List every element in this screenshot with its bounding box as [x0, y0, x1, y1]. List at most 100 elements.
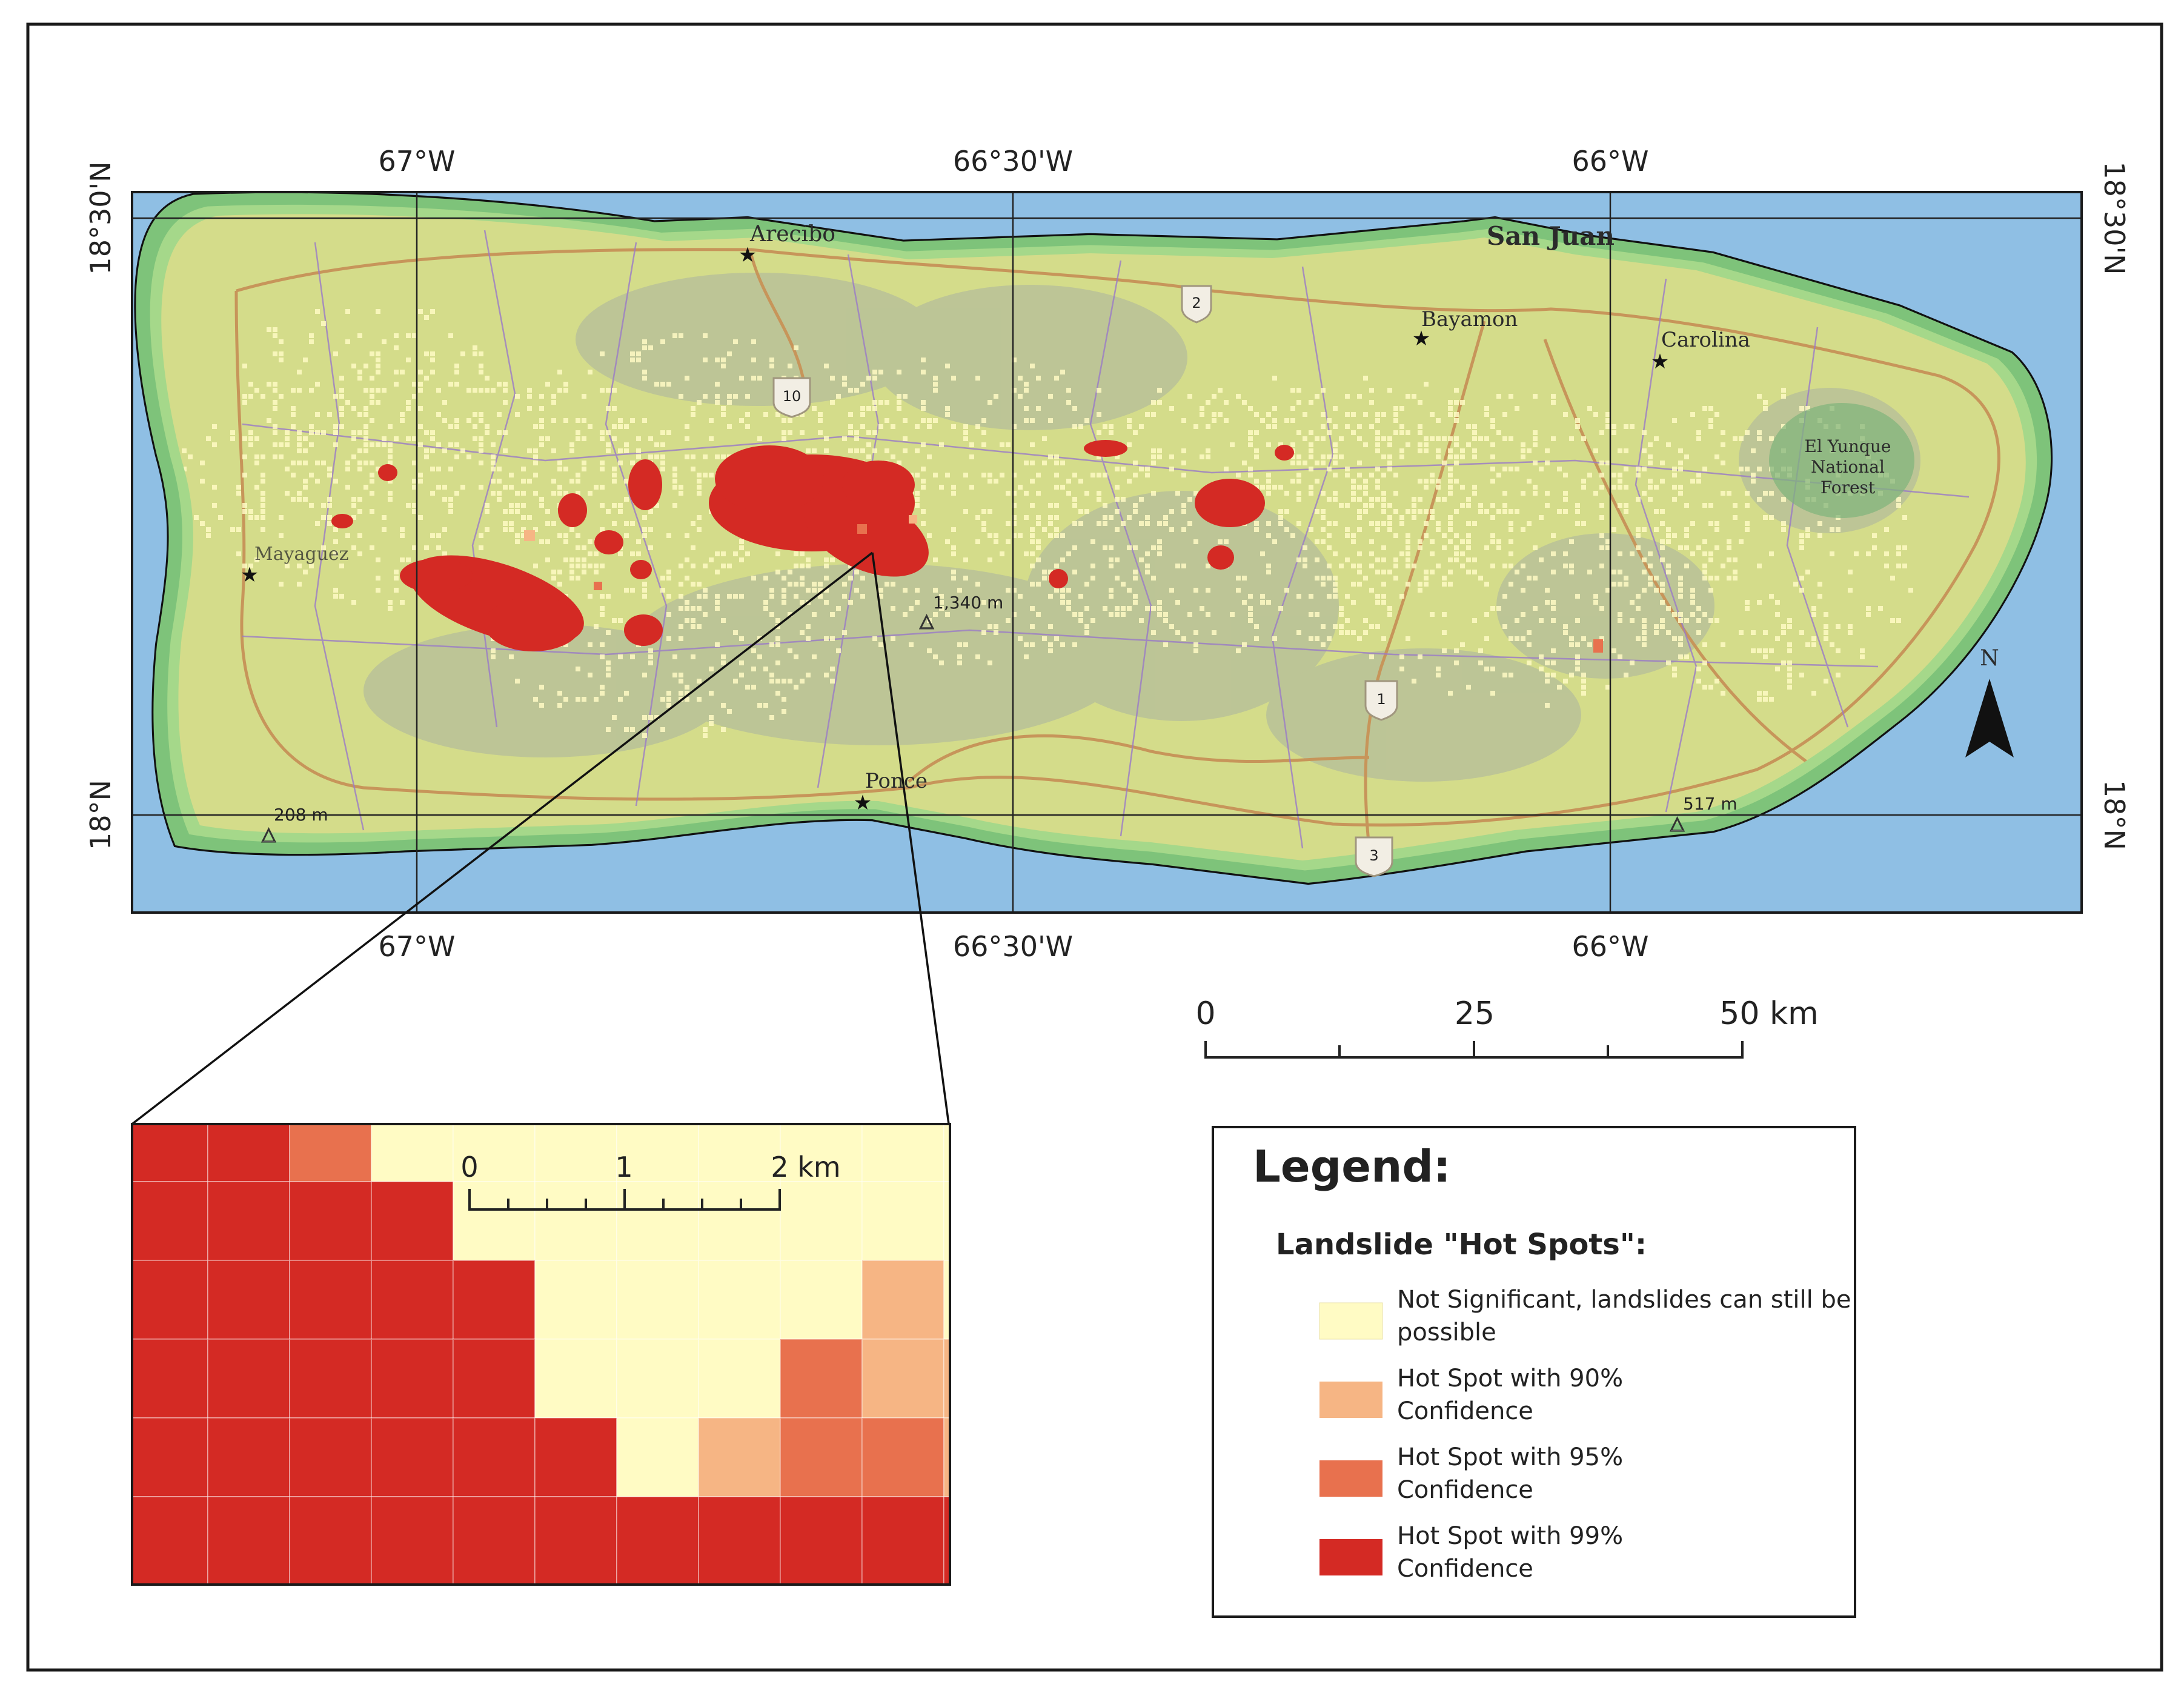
- not-significant-cell: [1357, 515, 1362, 520]
- not-significant-cell: [703, 727, 708, 732]
- not-significant-cell: [1642, 557, 1647, 562]
- not-significant-cell: [788, 648, 792, 653]
- not-significant-cell: [1624, 673, 1628, 677]
- not-significant-cell: [515, 533, 520, 538]
- not-significant-cell: [1436, 418, 1441, 423]
- not-significant-cell: [1551, 533, 1556, 538]
- not-significant-cell: [1672, 612, 1677, 617]
- not-significant-cell: [763, 703, 768, 708]
- not-significant-cell: [1115, 612, 1120, 617]
- not-significant-cell: [1605, 539, 1610, 544]
- not-significant-cell: [363, 485, 368, 490]
- not-significant-cell: [1399, 551, 1404, 556]
- not-significant-cell: [697, 400, 702, 405]
- not-significant-cell: [1515, 570, 1519, 574]
- outer-frame: [26, 22, 2163, 1672]
- not-significant-cell: [1351, 582, 1356, 587]
- not-significant-cell: [1224, 539, 1229, 544]
- not-significant-cell: [703, 473, 708, 477]
- not-significant-cell: [1333, 551, 1338, 556]
- not-significant-cell: [1563, 491, 1568, 496]
- not-significant-cell: [1321, 582, 1326, 587]
- not-significant-cell: [1563, 497, 1568, 502]
- not-significant-cell: [1375, 600, 1380, 605]
- not-significant-cell: [951, 527, 956, 532]
- not-significant-cell: [588, 424, 592, 429]
- not-significant-cell: [357, 533, 362, 538]
- not-significant-cell: [412, 382, 417, 387]
- not-significant-cell: [1418, 582, 1422, 587]
- not-significant-cell: [685, 576, 689, 581]
- route-label-10: 10: [783, 388, 802, 405]
- inset-grid: [131, 1123, 951, 1585]
- not-significant-cell: [1200, 606, 1204, 611]
- not-significant-cell: [1145, 473, 1150, 477]
- not-significant-cell: [1381, 412, 1386, 417]
- not-significant-cell: [1387, 442, 1392, 447]
- not-significant-cell: [563, 467, 568, 471]
- coord-left-1830n: 18°30'N: [84, 161, 117, 274]
- not-significant-cell: [424, 376, 429, 381]
- not-significant-cell: [412, 479, 417, 484]
- not-significant-cell: [624, 448, 629, 453]
- not-significant-cell: [1533, 430, 1538, 435]
- not-significant-cell: [382, 388, 387, 393]
- not-significant-cell: [1442, 576, 1447, 581]
- not-significant-cell: [1630, 600, 1635, 605]
- not-significant-cell: [509, 503, 514, 508]
- not-significant-cell: [1442, 630, 1447, 635]
- not-significant-cell: [370, 394, 374, 399]
- not-significant-cell: [648, 509, 653, 514]
- not-significant-cell: [600, 612, 605, 617]
- inset-cell: [131, 1339, 208, 1419]
- not-significant-cell: [612, 424, 617, 429]
- not-significant-cell: [370, 509, 374, 514]
- not-significant-cell: [691, 406, 695, 411]
- not-significant-cell: [1502, 412, 1507, 417]
- not-significant-cell: [533, 424, 538, 429]
- not-significant-cell: [1509, 564, 1513, 568]
- not-significant-cell: [1636, 473, 1641, 477]
- not-significant-cell: [1708, 588, 1713, 593]
- not-significant-cell: [618, 551, 623, 556]
- not-significant-cell: [1599, 606, 1604, 611]
- legend: Legend: Landslide "Hot Spots": Not Signi…: [1212, 1126, 1856, 1618]
- not-significant-cell: [1387, 515, 1392, 520]
- not-significant-cell: [1012, 424, 1017, 429]
- not-significant-cell: [1072, 545, 1077, 550]
- not-significant-cell: [697, 606, 702, 611]
- not-significant-cell: [309, 503, 314, 508]
- not-significant-cell: [388, 454, 393, 459]
- not-significant-cell: [1345, 424, 1350, 429]
- not-significant-cell: [1090, 576, 1095, 581]
- not-significant-cell: [1030, 461, 1035, 465]
- not-significant-cell: [788, 612, 792, 617]
- not-significant-cell: [1030, 533, 1035, 538]
- not-significant-cell: [1412, 509, 1416, 514]
- not-significant-cell: [1048, 570, 1053, 574]
- not-significant-cell: [1363, 442, 1368, 447]
- not-significant-cell: [1060, 485, 1065, 490]
- not-significant-cell: [872, 448, 877, 453]
- not-significant-cell: [800, 430, 805, 435]
- not-significant-cell: [206, 533, 211, 538]
- not-significant-cell: [345, 461, 350, 465]
- inset-cell: [207, 1417, 290, 1497]
- not-significant-cell: [1587, 570, 1592, 574]
- not-significant-cell: [460, 485, 465, 490]
- not-significant-cell: [1496, 545, 1501, 550]
- not-significant-cell: [1333, 473, 1338, 477]
- not-significant-cell: [1714, 545, 1719, 550]
- not-significant-cell: [1545, 448, 1550, 453]
- not-significant-cell: [1799, 630, 1804, 635]
- not-significant-cell: [1575, 594, 1580, 599]
- not-significant-cell: [1369, 400, 1374, 405]
- not-significant-cell: [1248, 442, 1253, 447]
- not-significant-cell: [775, 679, 780, 684]
- not-significant-cell: [1430, 612, 1435, 617]
- not-significant-cell: [878, 588, 883, 593]
- not-significant-cell: [1763, 691, 1768, 696]
- not-significant-cell: [818, 594, 823, 599]
- not-significant-cell: [582, 545, 586, 550]
- inset-cell: [289, 1260, 372, 1340]
